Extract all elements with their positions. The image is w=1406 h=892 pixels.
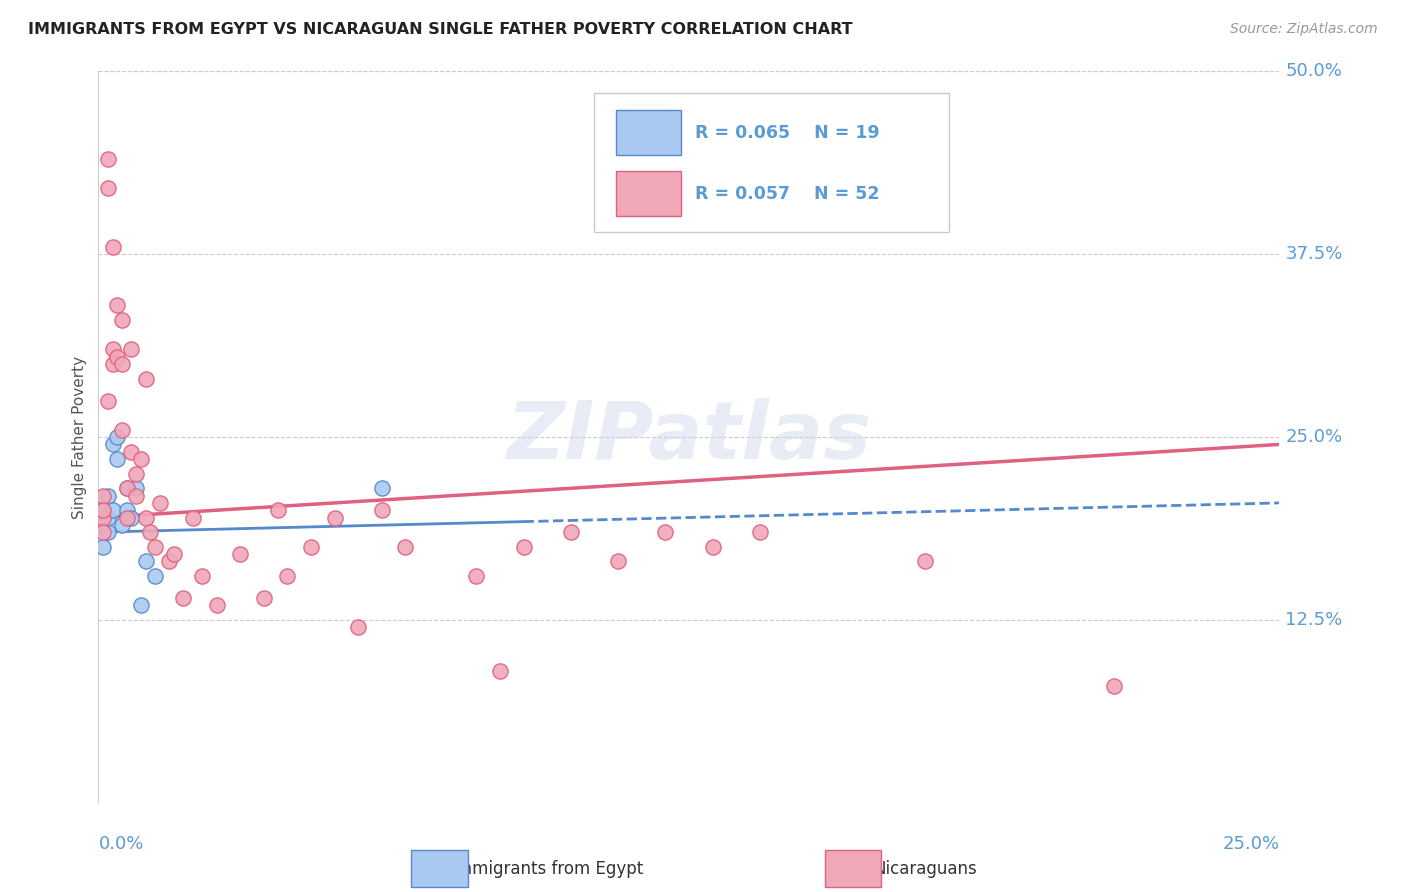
Point [1102,679,1125,693]
Point [323,510,346,524]
Point [111,517,134,532]
Point [115,481,138,495]
Point [702,540,724,554]
Text: 37.5%: 37.5% [1285,245,1343,263]
FancyBboxPatch shape [595,94,949,232]
FancyBboxPatch shape [616,171,681,216]
Point [91,525,114,540]
Point [143,569,166,583]
Point [512,540,534,554]
Point [914,554,936,568]
Point [111,423,134,437]
Point [121,444,143,458]
Point [139,525,162,540]
Text: 25.0%: 25.0% [1285,428,1343,446]
Point [105,430,128,444]
Point [91,510,114,524]
Text: Immigrants from Egypt: Immigrants from Egypt [451,860,644,878]
Point [125,489,148,503]
Point [253,591,276,605]
Point [101,343,124,357]
Point [121,510,143,524]
Text: 25.0%: 25.0% [1222,835,1279,853]
Point [101,357,124,371]
Point [157,554,180,568]
Point [135,554,157,568]
Point [299,540,322,554]
Point [465,569,488,583]
Point [115,481,138,495]
Text: 50.0%: 50.0% [1285,62,1343,80]
Point [125,467,148,481]
Y-axis label: Single Father Poverty: Single Father Poverty [72,356,87,518]
Point [276,569,298,583]
Point [105,298,128,312]
Point [97,489,120,503]
Point [205,599,228,613]
Point [91,540,114,554]
Point [654,525,676,540]
Point [105,452,128,467]
FancyBboxPatch shape [412,850,468,887]
Point [181,510,204,524]
Point [101,437,124,451]
Point [149,496,172,510]
Text: ZIPatlas: ZIPatlas [506,398,872,476]
Point [172,591,194,605]
Point [163,547,186,561]
Text: 0.0%: 0.0% [98,835,143,853]
Point [97,525,120,540]
Point [371,503,394,517]
Point [101,240,124,254]
FancyBboxPatch shape [825,850,882,887]
Text: R = 0.065    N = 19: R = 0.065 N = 19 [695,124,880,142]
Text: Source: ZipAtlas.com: Source: ZipAtlas.com [1230,22,1378,37]
Text: IMMIGRANTS FROM EGYPT VS NICARAGUAN SINGLE FATHER POVERTY CORRELATION CHART: IMMIGRANTS FROM EGYPT VS NICARAGUAN SING… [28,22,853,37]
Point [105,350,128,364]
Point [125,481,148,495]
Point [191,569,214,583]
FancyBboxPatch shape [616,110,681,155]
Point [121,343,143,357]
Point [97,393,120,408]
Point [129,452,152,467]
Point [115,503,138,517]
Text: 12.5%: 12.5% [1285,611,1343,629]
Point [229,547,252,561]
Point [560,525,582,540]
Point [91,517,114,532]
Point [489,664,512,678]
Point [129,599,152,613]
Point [135,510,157,524]
Point [97,510,120,524]
Point [371,481,394,495]
Point [115,510,138,524]
Point [607,554,630,568]
Point [97,181,120,195]
Point [267,503,290,517]
Point [111,313,134,327]
Point [143,540,166,554]
Text: Nicaraguans: Nicaraguans [873,860,977,878]
Point [394,540,416,554]
Point [347,620,370,634]
Point [111,357,134,371]
Point [135,371,157,385]
Point [748,525,770,540]
Point [101,503,124,517]
Point [91,489,114,503]
Text: R = 0.057    N = 52: R = 0.057 N = 52 [695,185,879,202]
Point [91,503,114,517]
Point [91,503,114,517]
Point [97,152,120,166]
